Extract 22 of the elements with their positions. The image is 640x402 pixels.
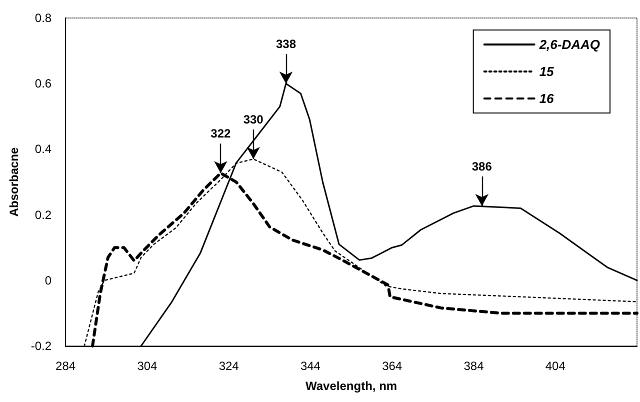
y-tick-label: 0.2 xyxy=(34,208,52,222)
x-tick-label: 304 xyxy=(137,359,158,373)
x-tick-label: 404 xyxy=(545,359,566,373)
legend-label: 15 xyxy=(539,64,555,79)
y-tick-label: 0.6 xyxy=(34,76,52,91)
x-axis-title: Wavelength, nm xyxy=(306,379,398,393)
annotation: 338 xyxy=(276,37,296,52)
x-tick-label: 324 xyxy=(218,359,240,373)
y-tick-label: 0.8 xyxy=(34,11,52,25)
annotation: 386 xyxy=(472,159,492,174)
y-tick-label: 0.4 xyxy=(34,142,52,156)
annotation: 322 xyxy=(210,126,232,141)
legend-label: 16 xyxy=(539,91,555,106)
y-axis-title: Absorbacne xyxy=(7,147,21,217)
y-tick-label: -0.2 xyxy=(30,339,52,353)
x-tick-label: 364 xyxy=(382,359,402,373)
y-tick-label: 0 xyxy=(44,273,52,288)
x-tick-label: 384 xyxy=(464,359,484,373)
legend-label: 2,6-DAAQ xyxy=(538,37,600,52)
x-tick-label: 344 xyxy=(300,359,321,373)
annotation: 330 xyxy=(243,112,264,127)
x-tick-label: 284 xyxy=(56,359,76,373)
